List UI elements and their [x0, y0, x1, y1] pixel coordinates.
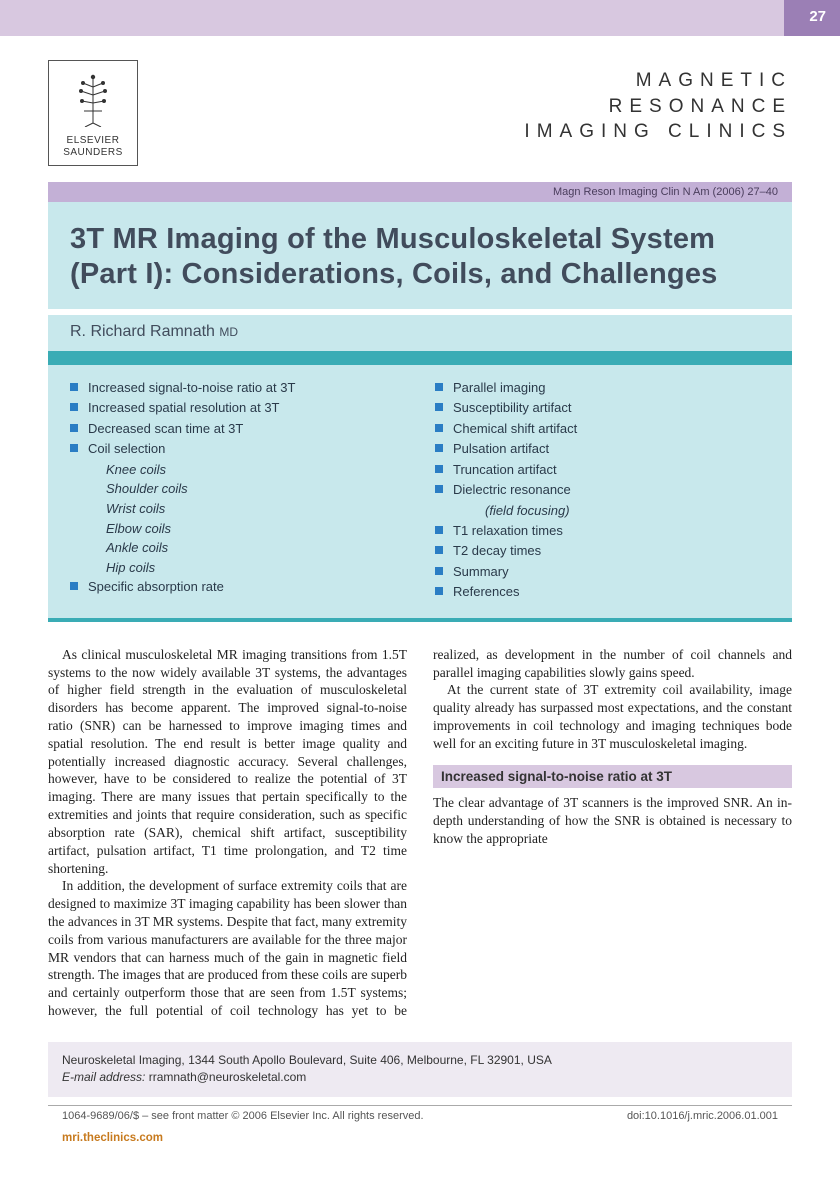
toc-label: Increased signal-to-noise ratio at 3T	[88, 379, 295, 397]
toc-label: Pulsation artifact	[453, 440, 549, 458]
toc-item: Increased signal-to-noise ratio at 3T	[70, 379, 405, 397]
toc-label: Dielectric resonance	[453, 481, 571, 499]
toc-item: Susceptibility artifact	[435, 399, 770, 417]
toc-label: T2 decay times	[453, 542, 541, 560]
toc-label: Coil selection	[88, 440, 165, 458]
bullet-icon	[435, 587, 443, 595]
bullet-icon	[70, 424, 78, 432]
bullet-icon	[435, 526, 443, 534]
toc-item: Summary	[435, 563, 770, 581]
toc-item: References	[435, 583, 770, 601]
page-number: 27	[809, 8, 826, 25]
header-bar: 27	[0, 0, 840, 36]
footer-row: 1064-9689/06/$ – see front matter © 2006…	[48, 1105, 792, 1122]
bullet-icon	[70, 383, 78, 391]
toc-label: Summary	[453, 563, 509, 581]
toc-item: Parallel imaging	[435, 379, 770, 397]
toc-subitem: (field focusing)	[485, 502, 770, 520]
author-degree: MD	[219, 325, 238, 339]
paragraph-1: As clinical musculoskeletal MR imaging t…	[48, 646, 407, 878]
toc-label: Chemical shift artifact	[453, 420, 577, 438]
toc-item: T2 decay times	[435, 542, 770, 560]
copyright-text: 1064-9689/06/$ – see front matter © 2006…	[62, 1110, 424, 1122]
toc-item: Decreased scan time at 3T	[70, 420, 405, 438]
toc-item: Coil selection	[70, 440, 405, 458]
bullet-icon	[70, 403, 78, 411]
header-row: ELSEVIER SAUNDERS MAGNETIC RESONANCE IMA…	[0, 36, 840, 176]
toc-item: Dielectric resonance	[435, 481, 770, 499]
email-address: rramnath@neuroskeletal.com	[149, 1070, 307, 1084]
toc-subitem: Shoulder coils	[106, 480, 405, 498]
affiliation-box: Neuroskeletal Imaging, 1344 South Apollo…	[48, 1042, 792, 1097]
email-label: E-mail address:	[62, 1070, 145, 1084]
affiliation-text: Neuroskeletal Imaging, 1344 South Apollo…	[62, 1052, 778, 1069]
title-block: 3T MR Imaging of the Musculoskeletal Sys…	[48, 202, 792, 309]
elsevier-tree-icon	[73, 73, 113, 127]
page: 27 ELSEVIER SAUNDERS MAGNETIC RESONANCE …	[0, 0, 840, 1144]
author-strip: R. Richard Ramnath MD	[48, 309, 792, 351]
journal-name-1: MAGNETIC	[524, 68, 792, 94]
toc-label: Truncation artifact	[453, 461, 557, 479]
toc-label: Increased spatial resolution at 3T	[88, 399, 280, 417]
toc-subitem: Ankle coils	[106, 539, 405, 557]
toc-item: Chemical shift artifact	[435, 420, 770, 438]
doi-text: doi:10.1016/j.mric.2006.01.001	[627, 1110, 778, 1122]
bullet-icon	[70, 444, 78, 452]
citation-strip: Magn Reson Imaging Clin N Am (2006) 27–4…	[48, 182, 792, 202]
bullet-icon	[435, 567, 443, 575]
table-of-contents: Increased signal-to-noise ratio at 3T Inc…	[48, 365, 792, 622]
paragraph-3: At the current state of 3T extremity coi…	[433, 681, 792, 752]
toc-subitem: Elbow coils	[106, 520, 405, 538]
toc-column-left: Increased signal-to-noise ratio at 3T Inc…	[70, 379, 405, 604]
toc-label: Parallel imaging	[453, 379, 546, 397]
paragraph-4: The clear advantage of 3T scanners is th…	[433, 794, 792, 847]
bullet-icon	[435, 383, 443, 391]
journal-name-3: IMAGING CLINICS	[524, 119, 792, 145]
toc-subitem: Hip coils	[106, 559, 405, 577]
author-name: R. Richard Ramnath	[70, 323, 215, 340]
toc-item: T1 relaxation times	[435, 522, 770, 540]
site-link[interactable]: mri.theclinics.com	[62, 1132, 792, 1144]
toc-label: References	[453, 583, 519, 601]
toc-label: T1 relaxation times	[453, 522, 563, 540]
section-heading: Increased signal-to-noise ratio at 3T	[433, 765, 792, 789]
bullet-icon	[435, 424, 443, 432]
toc-item: Pulsation artifact	[435, 440, 770, 458]
publisher-name-2: SAUNDERS	[63, 147, 123, 159]
toc-label: Decreased scan time at 3T	[88, 420, 243, 438]
toc-item: Increased spatial resolution at 3T	[70, 399, 405, 417]
toc-column-right: Parallel imaging Susceptibility artifact C…	[435, 379, 770, 604]
bullet-icon	[435, 403, 443, 411]
toc-item: Truncation artifact	[435, 461, 770, 479]
body-text: As clinical musculoskeletal MR imaging t…	[48, 646, 792, 1024]
bullet-icon	[70, 582, 78, 590]
divider-bar	[48, 351, 792, 365]
publisher-logo: ELSEVIER SAUNDERS	[48, 60, 138, 166]
bullet-icon	[435, 444, 443, 452]
toc-label: Susceptibility artifact	[453, 399, 572, 417]
bullet-icon	[435, 546, 443, 554]
article-title: 3T MR Imaging of the Musculoskeletal Sys…	[70, 222, 770, 293]
toc-item: Specific absorption rate	[70, 578, 405, 596]
journal-name-2: RESONANCE	[524, 94, 792, 120]
bullet-icon	[435, 465, 443, 473]
toc-subitem: Wrist coils	[106, 500, 405, 518]
toc-label: Specific absorption rate	[88, 578, 224, 596]
toc-subitem: Knee coils	[106, 461, 405, 479]
bullet-icon	[435, 485, 443, 493]
journal-title-block: MAGNETIC RESONANCE IMAGING CLINICS	[524, 60, 792, 145]
publisher-name-1: ELSEVIER	[67, 135, 120, 147]
